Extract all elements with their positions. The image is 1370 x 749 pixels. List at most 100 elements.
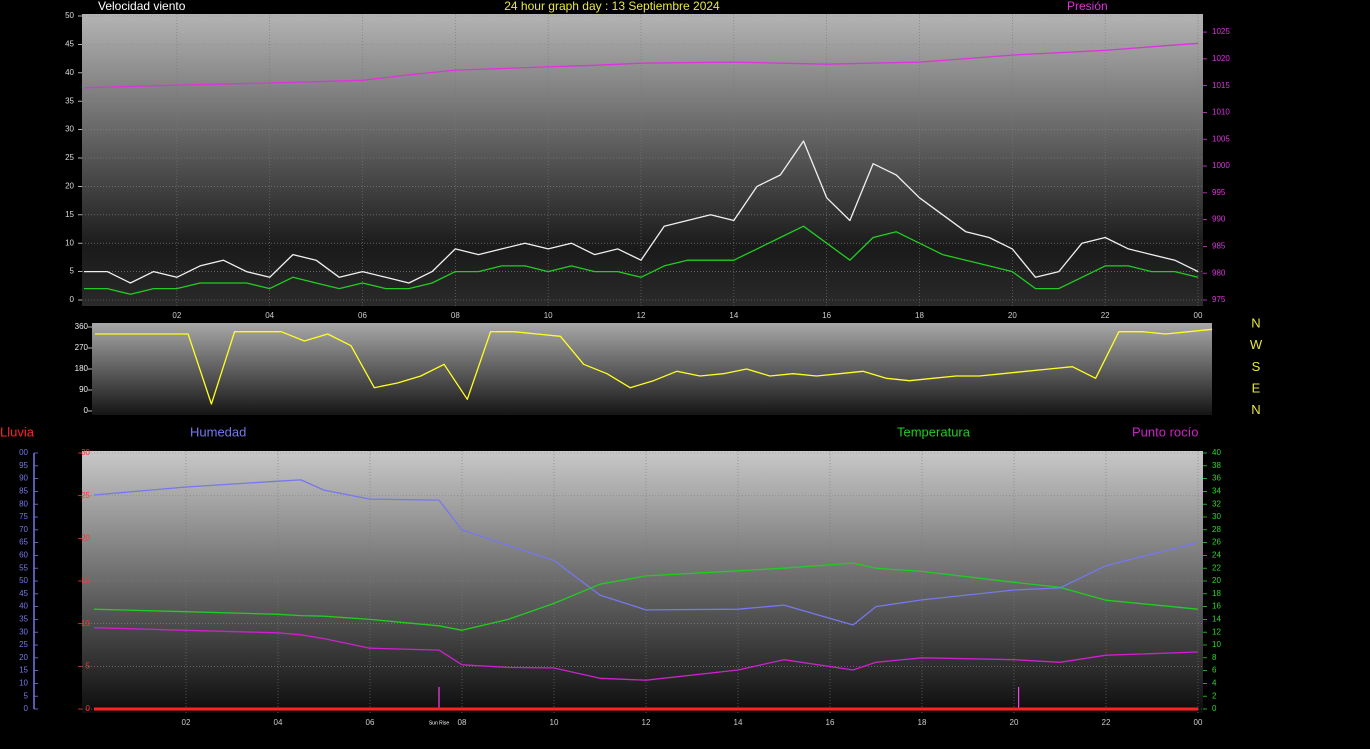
- y-tick-label: 270: [75, 343, 89, 352]
- x-tick-label: 20: [1008, 311, 1017, 320]
- y3-tick-label: 75: [19, 512, 28, 521]
- y2-tick-label: 1015: [1212, 81, 1230, 90]
- compass-label: N: [1251, 315, 1260, 330]
- y2-tick-label: 26: [1212, 538, 1221, 547]
- y-tick-label: 15: [65, 210, 74, 219]
- y3-tick-label: 50: [19, 576, 28, 585]
- y-tick-label: 20: [81, 533, 90, 542]
- y3-tick-label: 60: [19, 551, 28, 560]
- y-tick-label: 25: [65, 153, 74, 162]
- y2-tick-label: 975: [1212, 295, 1226, 304]
- x-tick-label: 10: [544, 311, 553, 320]
- series-line: [95, 328, 1213, 405]
- y2-tick-label: 14: [1212, 615, 1221, 624]
- y2-tick-label: 10: [1212, 640, 1221, 649]
- chart-title: 24 hour graph day : 13 Septiembre 2024: [504, 0, 720, 13]
- wind-label: Velocidad viento: [98, 0, 186, 13]
- y-tick-label: 180: [75, 364, 89, 373]
- pressure-label: Presión: [1067, 0, 1108, 13]
- y3-tick-label: 90: [19, 474, 28, 483]
- y3-tick-label: 95: [19, 461, 28, 470]
- x-tick-label: 22: [1102, 718, 1111, 727]
- x-tick-label: 18: [915, 311, 924, 320]
- x-tick-label: 00: [1194, 311, 1203, 320]
- y3-tick-label: 70: [19, 525, 28, 534]
- y3-tick-label: 30: [19, 627, 28, 636]
- y3-tick-label: 40: [19, 602, 28, 611]
- series-line: [93, 562, 1199, 631]
- y2-tick-label: 990: [1212, 215, 1226, 224]
- y3-tick-label: 20: [19, 653, 28, 662]
- series-line: [83, 42, 1199, 89]
- y2-tick-label: 22: [1212, 563, 1221, 572]
- compass-label: N: [1251, 402, 1260, 417]
- y2-tick-label: 32: [1212, 499, 1221, 508]
- y2-tick-label: 36: [1212, 474, 1221, 483]
- y2-tick-label: 20: [1212, 576, 1221, 585]
- y2-tick-label: 1000: [1212, 161, 1230, 170]
- x-tick-label: 04: [274, 718, 283, 727]
- x-tick-label: 08: [458, 718, 467, 727]
- x-tick-label: 12: [637, 311, 646, 320]
- y-tick-label: 15: [81, 576, 90, 585]
- x-tick-label: 04: [265, 311, 274, 320]
- y3-tick-label: 15: [19, 666, 28, 675]
- y2-tick-label: 28: [1212, 525, 1221, 534]
- y2-tick-label: 38: [1212, 461, 1221, 470]
- plot-background: [82, 451, 1203, 713]
- x-tick-label: 02: [182, 718, 191, 727]
- y2-tick-label: 1010: [1212, 108, 1230, 117]
- legend-label: Punto rocío: [1132, 424, 1199, 439]
- y3-tick-label: 35: [19, 615, 28, 624]
- x-tick-label: 06: [366, 718, 375, 727]
- y-tick-label: 30: [81, 448, 90, 457]
- y3-tick-label: 5: [24, 691, 29, 700]
- y-tick-label: 90: [79, 385, 88, 394]
- legend-label: Temperatura: [897, 424, 971, 439]
- y-tick-label: 5: [70, 267, 75, 276]
- y2-tick-label: 8: [1212, 653, 1217, 662]
- series-line: [84, 225, 1199, 295]
- x-tick-label: 10: [550, 718, 559, 727]
- y-tick-label: 30: [65, 125, 74, 134]
- x-tick-label: 22: [1101, 311, 1110, 320]
- y3-tick-label: 80: [19, 499, 28, 508]
- y3-tick-label: 55: [19, 563, 28, 572]
- series-line: [93, 627, 1199, 681]
- y2-tick-label: 1020: [1212, 54, 1230, 63]
- x-tick-label: 18: [918, 718, 927, 727]
- y2-tick-label: 0: [1212, 704, 1217, 713]
- y2-tick-label: 995: [1212, 188, 1226, 197]
- x-tick-label: 14: [734, 718, 743, 727]
- x-tick-label: 12: [642, 718, 651, 727]
- sun-label: Sun Rise: [429, 720, 450, 726]
- y2-tick-label: 6: [1212, 666, 1217, 675]
- x-tick-label: 00: [1194, 718, 1203, 727]
- y2-tick-label: 34: [1212, 487, 1221, 496]
- plot-background: [82, 14, 1203, 306]
- y-tick-label: 10: [81, 619, 90, 628]
- y-tick-label: 35: [65, 96, 74, 105]
- y2-tick-label: 18: [1212, 589, 1221, 598]
- x-tick-label: 02: [172, 311, 181, 320]
- y2-tick-label: 4: [1212, 679, 1217, 688]
- y2-tick-label: 985: [1212, 242, 1226, 251]
- y-tick-label: 40: [65, 68, 74, 77]
- x-tick-label: 16: [826, 718, 835, 727]
- y-tick-label: 360: [75, 322, 89, 331]
- y2-tick-label: 980: [1212, 268, 1226, 277]
- y3-tick-label: 65: [19, 538, 28, 547]
- y2-tick-label: 1005: [1212, 134, 1230, 143]
- series-line: [93, 479, 1199, 626]
- legend-label: Humedad: [190, 424, 246, 439]
- y-tick-label: 5: [86, 661, 91, 670]
- y-tick-label: 0: [86, 704, 91, 713]
- y-tick-label: 0: [70, 295, 75, 304]
- y3-tick-label: 00: [19, 448, 28, 457]
- y3-tick-label: 25: [19, 640, 28, 649]
- y2-tick-label: 40: [1212, 448, 1221, 457]
- series-line: [84, 140, 1199, 284]
- y-tick-label: 20: [65, 182, 74, 191]
- y2-tick-label: 1025: [1212, 27, 1230, 36]
- y-tick-label: 0: [84, 406, 89, 415]
